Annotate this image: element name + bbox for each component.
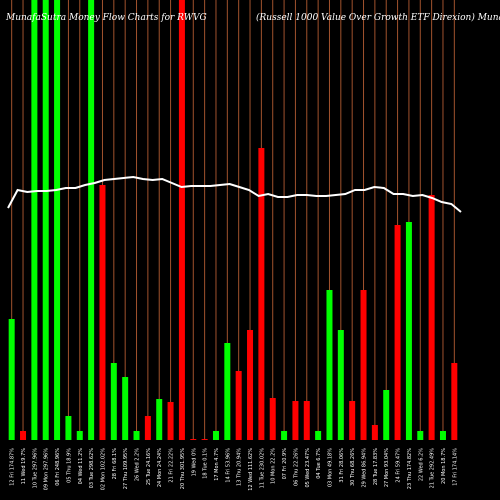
x-tick-label-15: 20 Thu 301.95% <box>180 448 186 489</box>
x-tick-label-13: 24 Mon 24.24% <box>157 448 163 487</box>
bar-24 <box>281 431 288 440</box>
bar-11 <box>133 431 140 440</box>
bar-4 <box>54 0 61 440</box>
x-tick-label-19: 14 Fri 53.96% <box>225 448 231 483</box>
x-tick-label-29: 31 Fri 28.06% <box>339 448 345 483</box>
x-tick-label-16: 19 Wed 0% <box>191 448 197 477</box>
bar-16 <box>190 439 197 440</box>
x-tick-label-17: 18 Tue 0.1% <box>203 448 209 479</box>
x-tick-label-23: 10 Mon 22.2% <box>271 448 277 484</box>
bar-18 <box>212 431 219 440</box>
x-tick-label-20: 13 Thu 20.94% <box>237 448 243 486</box>
bar-28 <box>326 290 333 440</box>
x-tick-label-8: 02 Mon 102.02% <box>100 448 106 491</box>
bar-1 <box>20 431 27 440</box>
bar-22 <box>258 148 265 440</box>
bar-15 <box>178 0 185 440</box>
bar-33 <box>383 390 390 440</box>
x-tick-labels: 12 Fri 174.87% 11 Wed 19.7% 10 Tue 297.96%… <box>10 448 459 491</box>
x-tick-label-3: 09 Mon 297.96% <box>44 448 50 491</box>
x-tick-label-10: 27 Thu 109.95% <box>123 448 129 489</box>
x-tick-label-9: 28 Fri 68.1% <box>112 448 118 480</box>
x-tick-label-27: 04 Tue 6.7% <box>316 448 322 479</box>
bar-21 <box>247 330 254 440</box>
x-tick-label-31: 29 Wed 86.94% <box>362 448 368 488</box>
chart-title-right: (Russell 1000 Value Over Growth ETF Dire… <box>256 12 500 23</box>
x-tick-label-11: 26 Wed 2.2% <box>135 448 141 481</box>
x-tick-label-2: 10 Tue 297.96% <box>32 448 38 489</box>
bar-25 <box>292 401 299 440</box>
bar-17 <box>201 439 208 440</box>
x-tick-label-26: 05 Wed 23.47% <box>305 448 311 488</box>
bar-5 <box>65 416 72 440</box>
x-tick-label-37: 21 Tue 292.49% <box>430 448 436 489</box>
x-tick-label-7: 03 Tue 298.62% <box>89 448 95 489</box>
x-tick-label-35: 23 Thu 174.82% <box>407 448 413 489</box>
x-tick-label-0: 12 Fri 174.87% <box>10 448 16 486</box>
x-tick-label-33: 27 Mon 93.04% <box>384 448 390 487</box>
bar-3 <box>42 0 49 440</box>
bar-0 <box>8 319 15 440</box>
bar-36 <box>417 431 424 440</box>
x-tick-label-25: 06 Thu 22.26% <box>293 448 299 486</box>
x-tick-label-4: 06 Fri 248.96% <box>55 448 61 486</box>
bar-series <box>8 0 458 440</box>
bar-30 <box>349 401 356 440</box>
bar-14 <box>167 402 174 440</box>
x-tick-label-24: 07 Fri 20.9% <box>282 448 288 480</box>
bar-34 <box>394 225 401 440</box>
bar-35 <box>405 222 412 440</box>
x-tick-label-14: 21 Fri 22.22% <box>169 448 175 483</box>
bar-20 <box>235 371 242 440</box>
x-tick-label-21: 12 Wed 111.62% <box>248 448 254 491</box>
x-tick-label-32: 28 Tue 17.83% <box>373 448 379 485</box>
bar-37 <box>428 195 435 440</box>
chart-title-left: MunafaSutra Money Flow Charts for RWVG <box>5 13 207 23</box>
bar-9 <box>110 363 117 440</box>
bar-39 <box>451 363 458 440</box>
bar-10 <box>122 377 129 440</box>
bar-13 <box>156 399 163 440</box>
bar-31 <box>360 290 367 440</box>
x-tick-label-38: 20 Mon 18.7% <box>441 448 447 484</box>
x-tick-label-1: 11 Wed 19.7% <box>21 448 27 485</box>
x-tick-label-18: 17 Mon 4.7% <box>214 448 220 481</box>
x-tick-label-36: 22 Wed 6.2% <box>418 448 424 481</box>
price-line <box>7 175 462 213</box>
x-tick-label-39: 17 Fri 174.14% <box>452 448 458 486</box>
x-tick-label-12: 25 Tue 24.16% <box>146 448 152 485</box>
bar-29 <box>337 330 344 440</box>
bar-27 <box>315 431 322 440</box>
x-tick-label-30: 30 Thu 68.26% <box>350 448 356 486</box>
bar-7 <box>88 0 95 440</box>
bar-6 <box>76 431 83 440</box>
x-tick-label-5: 05 Thu 18.9% <box>66 448 72 483</box>
bar-19 <box>224 343 231 440</box>
x-tick-label-22: 11 Tue 230.02% <box>259 448 265 489</box>
x-tick-label-34: 24 Fri 59.47% <box>396 448 402 483</box>
x-tick-label-6: 04 Wed 11.2% <box>78 448 84 485</box>
bar-2 <box>31 0 38 440</box>
bar-12 <box>144 416 151 440</box>
bar-32 <box>371 425 378 440</box>
x-tick-label-28: 03 Mon 49.18% <box>327 448 333 487</box>
bar-23 <box>269 398 276 440</box>
bar-38 <box>439 431 446 440</box>
bar-8 <box>99 185 106 440</box>
bar-26 <box>303 401 310 440</box>
